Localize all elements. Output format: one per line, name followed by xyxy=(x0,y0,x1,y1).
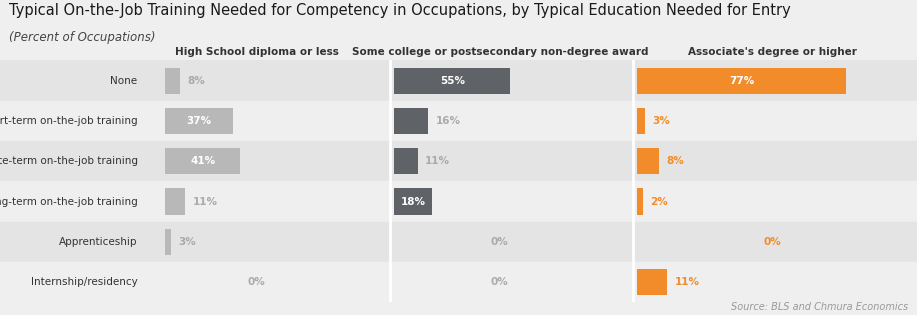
Text: 55%: 55% xyxy=(440,76,465,86)
Text: 77%: 77% xyxy=(729,76,754,86)
Bar xyxy=(637,188,643,215)
Bar xyxy=(394,67,510,94)
Text: 3%: 3% xyxy=(653,116,670,126)
Bar xyxy=(394,148,417,175)
Bar xyxy=(637,108,646,134)
Bar xyxy=(0,141,917,181)
Text: 41%: 41% xyxy=(190,156,215,166)
Text: 11%: 11% xyxy=(193,197,217,207)
Bar xyxy=(165,229,171,255)
Text: 18%: 18% xyxy=(401,197,425,207)
Text: 2%: 2% xyxy=(650,197,668,207)
Bar xyxy=(165,67,180,94)
Text: (Percent of Occupations): (Percent of Occupations) xyxy=(9,32,156,44)
Text: 0%: 0% xyxy=(248,277,266,287)
Bar xyxy=(165,148,240,175)
Text: Moderate-term on-the-job training: Moderate-term on-the-job training xyxy=(0,156,138,166)
Bar xyxy=(0,262,917,302)
Bar xyxy=(394,108,428,134)
Bar xyxy=(0,222,917,262)
Bar xyxy=(0,60,917,101)
Text: Source: BLS and Chmura Economics: Source: BLS and Chmura Economics xyxy=(731,302,908,312)
Text: 0%: 0% xyxy=(764,237,781,247)
Text: 8%: 8% xyxy=(667,156,684,166)
Text: Apprenticeship: Apprenticeship xyxy=(59,237,138,247)
Text: 0%: 0% xyxy=(491,277,509,287)
Bar xyxy=(0,101,917,141)
Bar xyxy=(394,188,432,215)
Bar xyxy=(0,181,917,222)
Text: 16%: 16% xyxy=(436,116,460,126)
Text: Short-term on-the-job training: Short-term on-the-job training xyxy=(0,116,138,126)
Bar xyxy=(637,67,845,94)
Text: Typical On-the-Job Training Needed for Competency in Occupations, by Typical Edu: Typical On-the-Job Training Needed for C… xyxy=(9,3,791,18)
Bar xyxy=(165,188,185,215)
Text: Long-term on-the-job training: Long-term on-the-job training xyxy=(0,197,138,207)
Text: Internship/residency: Internship/residency xyxy=(31,277,138,287)
Bar xyxy=(165,108,233,134)
Text: 3%: 3% xyxy=(178,237,195,247)
Text: 11%: 11% xyxy=(674,277,700,287)
Text: 37%: 37% xyxy=(186,116,212,126)
Text: None: None xyxy=(110,76,138,86)
Bar xyxy=(637,148,659,175)
Text: 11%: 11% xyxy=(425,156,450,166)
Text: High School diploma or less: High School diploma or less xyxy=(175,48,338,57)
Text: Associate's degree or higher: Associate's degree or higher xyxy=(688,48,857,57)
Text: Some college or postsecondary non-degree award: Some college or postsecondary non-degree… xyxy=(351,48,648,57)
Bar xyxy=(637,269,667,295)
Text: 8%: 8% xyxy=(187,76,204,86)
Text: 0%: 0% xyxy=(491,237,509,247)
